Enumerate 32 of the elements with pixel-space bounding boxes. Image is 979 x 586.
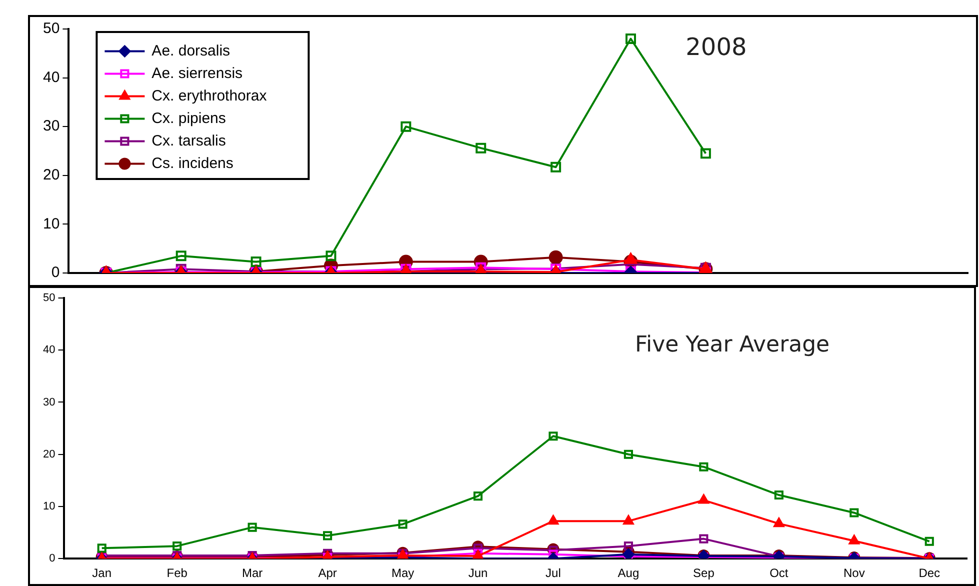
legend-label: Cx. erythrothorax (152, 87, 268, 104)
y-tick-label: 0 (51, 264, 60, 282)
x-tick-label: Aug (618, 566, 640, 580)
x-tick-label: Oct (770, 566, 789, 580)
x-tick-label: Jun (468, 566, 488, 580)
x-tick-label: Apr (318, 566, 337, 580)
x-tick-label: Dec (918, 566, 940, 580)
y-tick-label: 10 (42, 215, 60, 232)
y-tick-label: 20 (42, 166, 60, 184)
y-tick-label: 20 (42, 448, 56, 460)
legend-label: Cx. tarsalis (152, 132, 226, 150)
x-tick-label: Feb (166, 566, 188, 580)
x-tick-label: May (391, 566, 414, 580)
legend-label: Cs. incidens (152, 154, 234, 172)
x-tick-label: Nov (843, 566, 865, 580)
y-tick-label: 10 (42, 500, 56, 513)
x-tick-label: Jul (546, 566, 561, 580)
y-tick-label: 30 (42, 118, 60, 135)
chart-title: 2008 (686, 33, 747, 62)
y-tick-label: 50 (42, 20, 60, 38)
legend-label: Cx. pipiens (152, 110, 226, 127)
y-tick-label: 40 (42, 68, 60, 86)
y-tick-label: 30 (42, 396, 56, 408)
x-tick-label: Jan (92, 566, 112, 580)
x-tick-label: Sep (693, 566, 715, 580)
text: Five Year Average (634, 332, 830, 358)
y-tick-label: 0 (49, 552, 56, 565)
x-tick-label: Mar (242, 566, 263, 580)
legend-label: Ae. dorsalis (152, 42, 230, 60)
y-tick-label: 50 (42, 292, 56, 304)
legend-label: Ae. sierrensis (152, 64, 243, 82)
y-tick-label: 40 (42, 344, 56, 356)
